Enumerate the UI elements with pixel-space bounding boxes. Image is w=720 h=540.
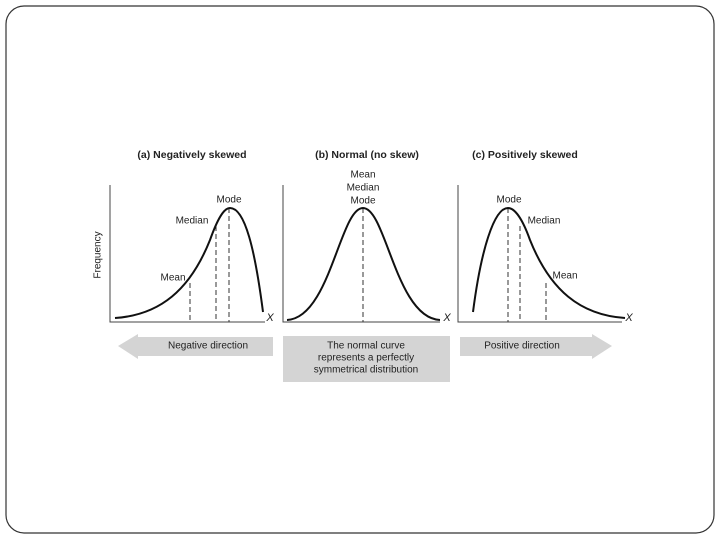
center-box <box>283 336 450 382</box>
center-text: The normal curve <box>327 341 405 352</box>
center-text: represents a perfectly <box>318 353 414 364</box>
center-label: Mode <box>350 196 375 207</box>
mode-label: Mode <box>496 195 521 206</box>
left-arrow <box>118 334 273 359</box>
curve <box>114 206 264 319</box>
mode-label: Mode <box>216 195 241 206</box>
mean-label: Mean <box>160 273 185 284</box>
mean-label: Mean <box>552 271 577 282</box>
center-label: Mean <box>350 170 375 181</box>
axis <box>457 185 622 323</box>
arrow-label: Negative direction <box>168 341 248 352</box>
slide-border <box>5 5 715 534</box>
curve <box>472 206 626 319</box>
panel-title: (a) Negatively skewed <box>137 149 246 161</box>
center-text: symmetrical distribution <box>314 365 418 376</box>
arrow-label: Positive direction <box>484 341 560 352</box>
median-label: Median <box>176 216 209 227</box>
y-label: Frequency <box>93 231 104 278</box>
x-label: X <box>265 312 274 324</box>
panel-title: (b) Normal (no skew) <box>315 149 419 161</box>
curve <box>286 206 441 321</box>
x-label: X <box>442 312 451 324</box>
panel-title: (c) Positively skewed <box>472 149 578 161</box>
center-label: Median <box>347 183 380 194</box>
x-label: X <box>624 312 633 324</box>
median-label: Median <box>528 216 561 227</box>
right-arrow <box>460 334 612 359</box>
axis <box>282 185 440 323</box>
axis <box>109 185 265 323</box>
